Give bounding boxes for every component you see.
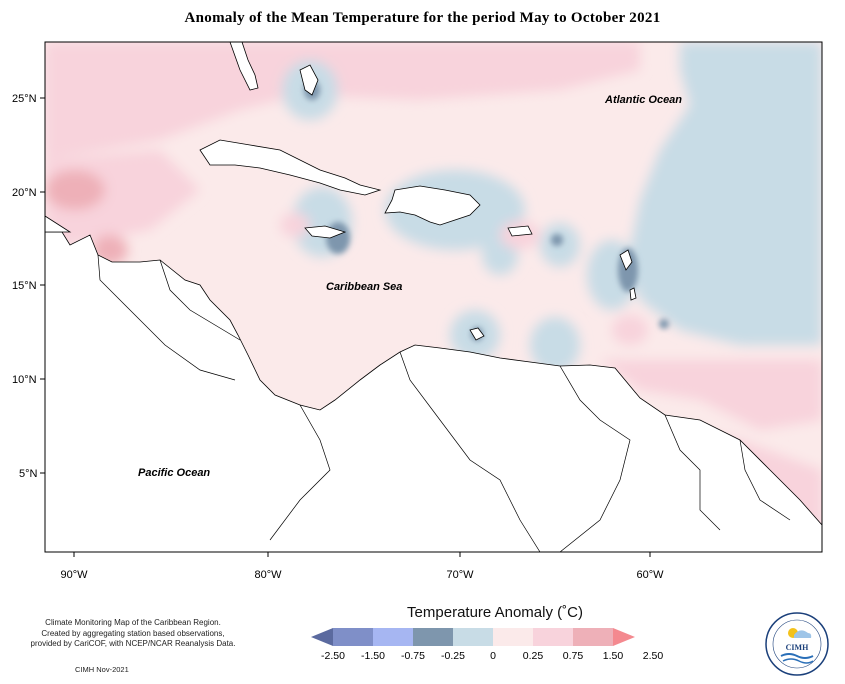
border-d [399,351,541,552]
bahamas-island [299,64,319,96]
warm-patch-b [612,315,648,345]
border-f [664,414,721,531]
footer-text: CIMH Nov-2021 [75,665,129,674]
map-title: Anomaly of the Mean Temperature for the … [184,10,661,26]
cool-core-b [551,234,563,246]
lat-tick-labels: 25°N 20°N 15°N 10°N 5°N [12,93,38,480]
map-field [45,42,822,552]
central-south-america [45,231,822,552]
legend-swatches [311,628,635,646]
logo-ring [765,612,829,676]
lon-tick-80: 80°W [254,569,282,581]
cloud-icon [794,630,812,638]
legend-label: -1.50 [361,650,385,662]
yucatan-tip [45,215,72,233]
guiana-warm-band [600,360,822,430]
legend-swatch [493,628,533,646]
legend-label: 0.25 [523,650,544,662]
jamaica [304,225,347,239]
cimh-logo: CIMH [765,612,829,676]
lat-tick-10: 10°N [12,374,37,386]
lon-tick-90: 90°W [60,569,88,581]
label-pacific-ocean: Pacific Ocean [138,467,210,479]
legend-arrow-low [311,628,333,646]
legend-label: 1.50 [603,650,624,662]
legend-swatch [333,628,373,646]
lat-tick-15: 15°N [12,280,37,292]
legend-swatch [573,628,613,646]
legend-swatch [533,628,573,646]
border-e [559,365,631,552]
border-a [159,259,241,341]
guadeloupe [619,249,633,271]
tick-marks [40,97,651,557]
border-b [97,254,236,381]
legend-labels: -2.50 -1.50 -0.75 -0.25 0 0.25 0.75 1.50 2.50 [321,650,663,662]
cool-core-c [659,319,669,329]
yucatan-warm-patch [45,170,105,210]
legend-label: 0 [490,650,496,662]
legend-swatch [453,628,493,646]
lat-tick-5: 5°N [19,468,38,480]
label-atlantic-ocean: Atlantic Ocean [604,94,682,106]
wave-icon-2 [782,658,814,664]
legend-label: -0.75 [401,650,425,662]
atlantic-cool-region [630,42,822,345]
lat-tick-25: 25°N [12,93,37,105]
lon-tick-60: 60°W [636,569,664,581]
hispaniola [384,185,481,226]
legend-label: 0.75 [563,650,584,662]
martinique [629,287,637,301]
country-boundaries [97,254,791,552]
legend-swatch [373,628,413,646]
anomaly-map: 25°N 20°N 15°N 10°N 5°N 90°W 80°W 70°W 6… [12,41,823,581]
land-masses [45,42,822,552]
puerto-rico [507,225,533,237]
legend-label: -0.25 [441,650,465,662]
label-caribbean-sea: Caribbean Sea [326,281,402,293]
lon-tick-labels: 90°W 80°W 70°W 60°W [60,569,664,581]
credit-line-3: provided by CariCOF, with NCEP/NCAR Rean… [30,639,236,648]
florida [229,42,259,91]
legend-label: 2.50 [643,650,664,662]
credit-line-2: Created by aggregating station based obs… [41,628,225,638]
curacao [469,327,485,341]
cuba [199,139,382,196]
color-legend: -2.50 -1.50 -0.75 -0.25 0 0.25 0.75 1.50 2.50 [311,628,663,662]
border-c [269,404,331,541]
warm-patch-a [280,213,310,237]
lon-tick-70: 70°W [446,569,474,581]
lat-tick-20: 20°N [12,187,37,199]
legend-arrow-high [613,628,635,646]
logo-inner-ring [772,619,822,669]
legend-label: -2.50 [321,650,345,662]
map-frame [44,41,823,553]
wave-icon [780,653,814,659]
border-g [739,439,791,521]
legend-swatch [413,628,453,646]
legend-title: Temperature Anomaly (˚C) [407,604,583,621]
north-warm-region [45,42,640,160]
cool-patch-c [530,317,580,373]
logo-text: CIMH [786,643,809,652]
credit-line-1: Climate Monitoring Map of the Caribbean … [45,618,221,627]
credit-text: Climate Monitoring Map of the Caribbean … [18,618,248,650]
